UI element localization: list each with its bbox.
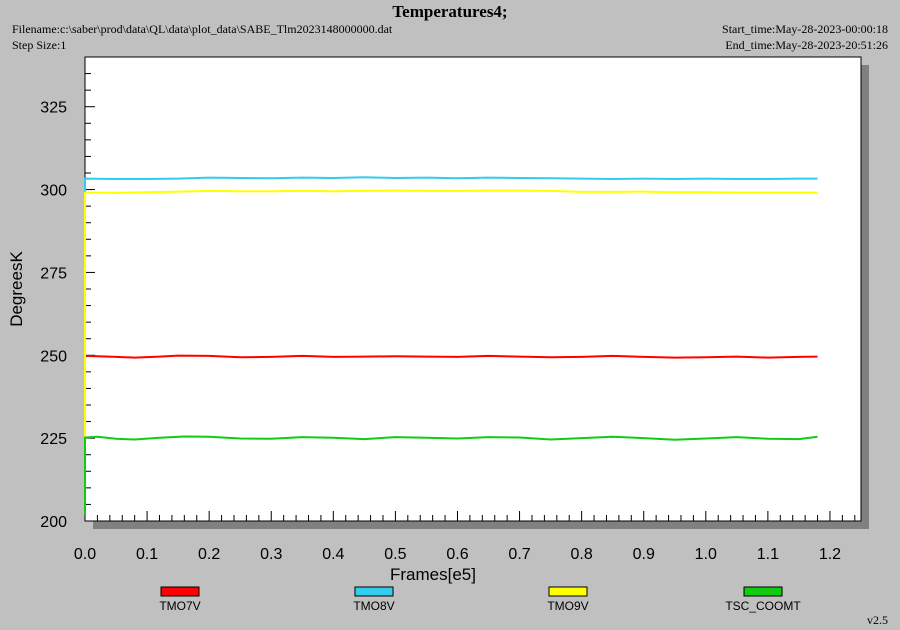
x-axis-title: Frames[e5] [390,565,476,584]
y-tick-label: 250 [40,348,67,365]
x-tick-label: 0.5 [384,546,406,563]
series-line-tmo9v [84,189,818,515]
y-tick-label: 300 [40,183,67,200]
y-tick-label: 200 [40,514,67,531]
x-tick-label: 1.2 [819,546,841,563]
x-tick-label: 0.7 [508,546,530,563]
start-time-label: Start_time:May-28-2023-00:00:18 [722,22,888,36]
series-line-tmo8v [84,176,818,515]
legend-label: TSC_COOMT [725,599,801,613]
y-axis-title: DegreesK [7,251,26,327]
legend-swatch [548,586,588,597]
y-tick-label: 225 [40,431,67,448]
legend-label: TMO9V [547,599,588,613]
legend-swatch [160,586,200,597]
filename-label: Filename:c:\saber\prod\data\QL\data\plot… [12,22,393,36]
version-label: v2.5 [867,613,888,627]
legend-label: TMO7V [159,599,200,613]
x-tick-label: 0.0 [74,546,96,563]
x-tick-label: 0.2 [198,546,220,563]
y-tick-label: 325 [40,100,67,117]
x-tick-label: 0.9 [633,546,655,563]
x-tick-label: 1.1 [757,546,779,563]
x-tick-label: 0.4 [322,546,344,563]
x-tick-label: 0.3 [260,546,282,563]
x-tick-label: 0.8 [571,546,593,563]
series-line-tmo7v [84,354,818,515]
step-size-label: Step Size:1 [12,38,67,52]
y-tick-label: 275 [40,265,67,282]
x-tick-label: 0.1 [136,546,158,563]
legend-label: TMO8V [353,599,394,613]
legend-swatch [354,586,394,597]
series-line-tsc_coomt [84,435,818,515]
x-tick-label: 1.0 [695,546,717,563]
legend-swatch [743,586,783,597]
x-tick-label: 0.6 [446,546,468,563]
plot-area [84,56,862,522]
chart-title: Temperatures4; [392,2,508,21]
end-time-label: End_time:May-28-2023-20:51:26 [725,38,888,52]
